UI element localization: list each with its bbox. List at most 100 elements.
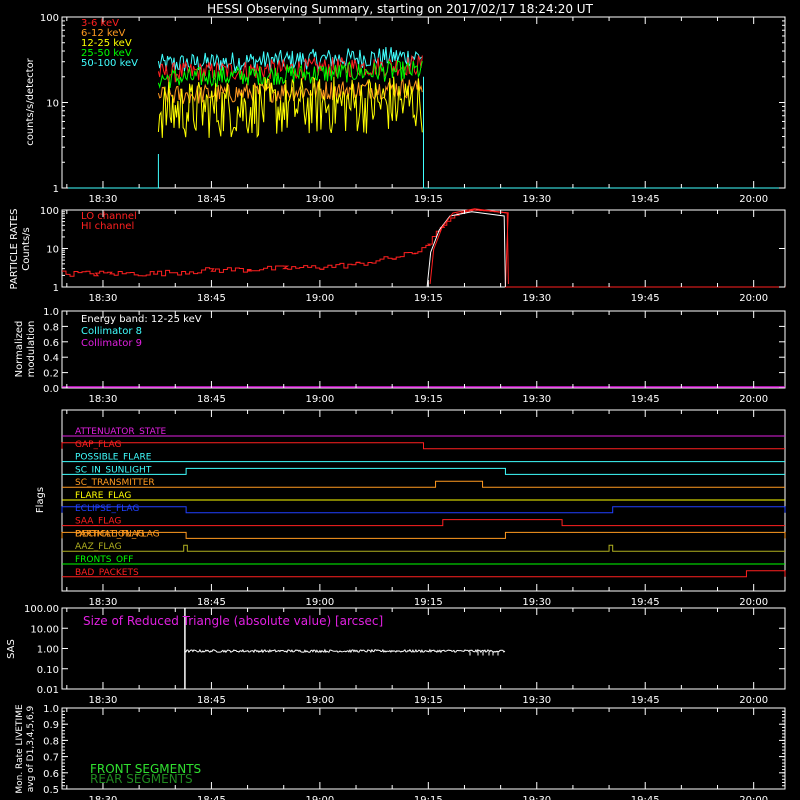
sas-trace — [184, 648, 506, 654]
flag-line-ECLIPSE_FLAG — [61, 506, 786, 514]
count-legend-item: 12-25 keV — [81, 38, 132, 49]
x-tick-label: 19:45 — [631, 597, 660, 608]
sas-ylabel: SAS — [6, 639, 17, 659]
count-baseline — [423, 76, 785, 189]
x-tick-label: 19:00 — [305, 795, 334, 800]
flag-label-GAP_FLAG: GAP_FLAG — [75, 440, 121, 450]
x-tick-label: 19:45 — [631, 194, 660, 205]
monitor-legend-front: FRONT SEGMENTS — [90, 762, 201, 776]
modulation-ylabel-top: Normalized — [14, 321, 25, 378]
flag-line-AAZ_FLAG — [62, 544, 785, 552]
flag-label-SC_TRANSMITTER: SC_TRANSMITTER — [75, 478, 155, 488]
x-tick-label: 19:00 — [305, 194, 334, 205]
y-tick-label: 100 — [40, 206, 59, 217]
flags-ylabel: Flags — [35, 487, 46, 513]
x-tick-label: 18:45 — [197, 194, 226, 205]
count-baseline — [62, 153, 159, 189]
x-tick-label: 18:45 — [197, 293, 226, 304]
x-tick-label: 19:00 — [305, 293, 334, 304]
flag-label-ATTENUATOR_STATE: ATTENUATOR_STATE — [75, 427, 167, 437]
particle-rates-ylabel-top: PARTICLE RATES — [9, 209, 20, 290]
y-tick-label: 0.8 — [43, 736, 59, 747]
x-tick-label: 19:15 — [414, 795, 443, 800]
flag-label-AAZ_FLAG: AAZ_FLAG — [75, 542, 122, 552]
x-tick-label: 19:15 — [414, 695, 443, 706]
y-tick-label: 0.8 — [43, 322, 59, 333]
y-tick-label: 1 — [53, 184, 59, 195]
y-tick-label: 0.0 — [43, 384, 59, 395]
modulation-legend-item: Collimator 9 — [81, 338, 142, 349]
y-tick-label: 10.00 — [30, 624, 59, 635]
x-tick-label: 20:00 — [739, 293, 768, 304]
flag-label-FRONTS_OFF: FRONTS_OFF — [75, 555, 133, 565]
flag-label-ECLIPSE_FLAG: ECLIPSE_FLAG — [75, 504, 139, 514]
particle-legend-item: HI channel — [81, 221, 134, 232]
x-tick-label: 19:45 — [631, 795, 660, 800]
y-tick-label: 1.0 — [43, 307, 59, 318]
y-tick-label: 0.9 — [43, 720, 59, 731]
x-tick-label: 19:00 — [305, 695, 334, 706]
flag-line-SAA_FLAG — [62, 519, 785, 527]
flag-label-PARTICLE_FLAG: PARTICLE_FLAG — [75, 529, 145, 539]
lo-channel-line — [62, 209, 786, 288]
x-tick-label: 19:15 — [414, 394, 443, 405]
y-tick-label: 1.00 — [37, 645, 59, 656]
modulation-panel — [61, 310, 786, 389]
monitor-ylabel-bottom: avg of D1,3,4,5,6,9 — [26, 705, 36, 792]
x-tick-label: 18:45 — [197, 597, 226, 608]
y-tick-label: 10 — [46, 245, 59, 256]
x-tick-label: 19:45 — [631, 695, 660, 706]
flag-label-SAA_FLAG: SAA_FLAG — [75, 517, 121, 527]
x-tick-label: 20:00 — [739, 695, 768, 706]
hi-channel-line — [426, 211, 506, 288]
figure-title: HESSI Observing Summary, starting on 201… — [207, 2, 593, 16]
x-tick-label: 19:15 — [414, 194, 443, 205]
x-tick-label: 18:45 — [197, 695, 226, 706]
y-tick-label: 1.0 — [43, 704, 59, 715]
monitor-legend-rear: REAR SEGMENTS — [90, 772, 193, 786]
x-tick-label: 18:30 — [89, 597, 118, 608]
particle-legend-item: LO channel — [81, 211, 137, 222]
x-tick-label: 18:30 — [89, 394, 118, 405]
count-legend-item: 25-50 keV — [81, 48, 132, 59]
x-tick-label: 19:30 — [522, 695, 551, 706]
x-tick-label: 19:30 — [522, 293, 551, 304]
flag-line-GAP_FLAG — [61, 442, 785, 450]
count-legend-item: 6-12 keV — [81, 28, 125, 39]
flag-label-BAD_PACKETS: BAD_PACKETS — [75, 568, 139, 578]
y-tick-label: 0.4 — [43, 353, 59, 364]
x-tick-label: 19:45 — [631, 293, 660, 304]
monitor-ylabel-top: Mon. Rate LIVETIME — [15, 704, 25, 794]
count-legend-item: 50-100 keV — [81, 58, 138, 69]
sas-annotation: Size of Reduced Triangle (absolute value… — [83, 614, 383, 628]
monitor-panel — [61, 707, 786, 790]
x-tick-label: 18:45 — [197, 394, 226, 405]
data-layer — [61, 47, 786, 689]
x-tick-label: 19:45 — [631, 394, 660, 405]
legend-layer: 18:30 18:45 19:00 19:15 19:30 19:45 20:00 18:30… — [24, 13, 768, 800]
x-tick-label: 19:00 — [305, 394, 334, 405]
x-tick-label: 20:00 — [739, 394, 768, 405]
x-tick-label: 19:15 — [414, 597, 443, 608]
y-tick-label: 0.5 — [43, 785, 59, 796]
count-series-12-25 keV — [157, 76, 423, 138]
flag-label-overlap: DECIMATION_FLAG — [75, 529, 160, 539]
x-tick-label: 18:30 — [89, 795, 118, 800]
y-tick-label: 0.6 — [43, 338, 59, 349]
x-tick-label: 19:30 — [522, 795, 551, 800]
hi-channel-line-red — [429, 208, 509, 285]
count-series-25-50 keV — [157, 59, 423, 89]
count-legend-item: 3-6 keV — [81, 18, 119, 29]
x-tick-label: 18:45 — [197, 795, 226, 800]
flag-line-SC_IN_SUNLIGHT — [62, 467, 785, 475]
flag-label-POSSIBLE_FLARE: POSSIBLE_FLARE — [75, 453, 152, 463]
x-tick-label: 18:30 — [89, 695, 118, 706]
modulation-legend-item: Collimator 8 — [81, 326, 142, 337]
flag-label-SC_IN_SUNLIGHT: SC_IN_SUNLIGHT — [75, 465, 152, 475]
modulation-legend-item: Energy band: 12-25 keV — [81, 314, 202, 325]
particle-rates-ylabel-bottom: Counts/s — [21, 227, 32, 271]
x-tick-label: 18:30 — [89, 293, 118, 304]
y-tick-label: 100.00 — [24, 604, 59, 615]
